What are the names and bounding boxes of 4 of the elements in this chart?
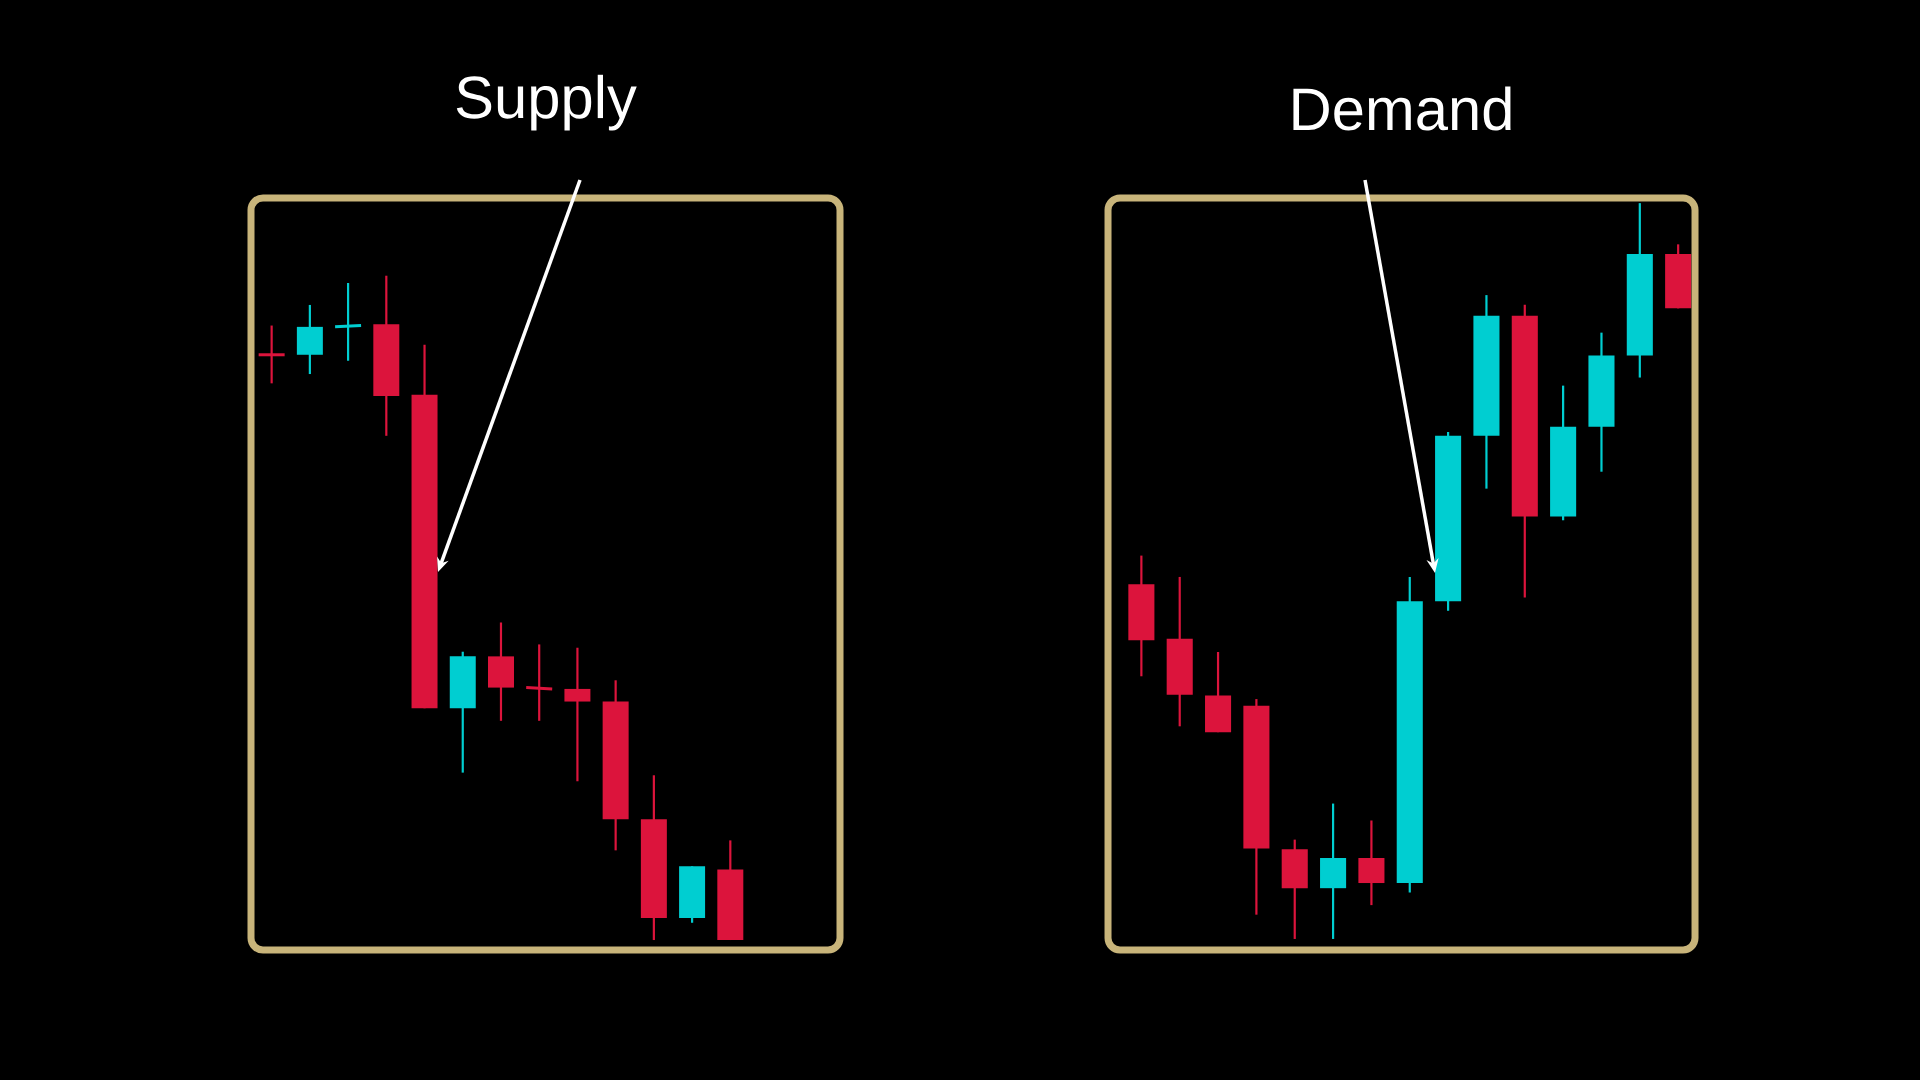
chart-title: Supply — [456, 74, 637, 131]
candlestick — [258, 324, 285, 385]
chart-title: Demand — [1293, 86, 1511, 131]
candlestick — [564, 646, 591, 783]
